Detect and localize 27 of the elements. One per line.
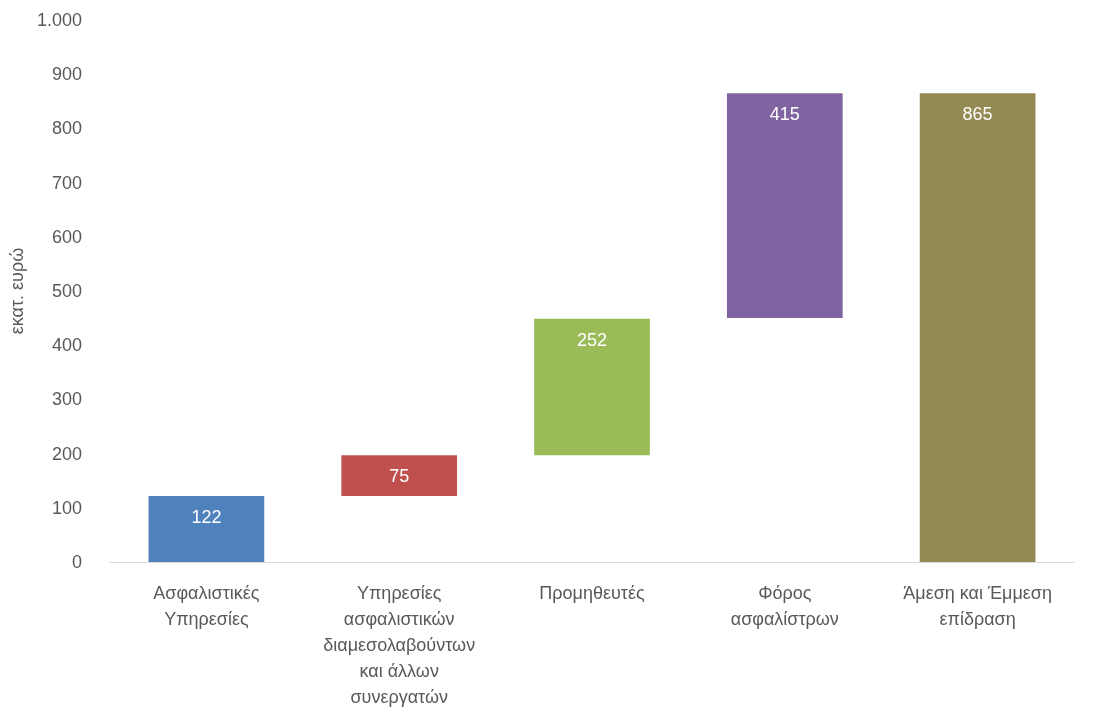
x-tick-label: Υπηρεσίες ασφαλιστικών διαμεσολαβούντων και άλλων συνεργατών xyxy=(323,583,476,707)
bar xyxy=(341,455,458,496)
y-tick-label: 500 xyxy=(51,281,82,301)
y-tick-label: 400 xyxy=(51,335,82,356)
x-tick-label: Φόρος ασφαλίστρων xyxy=(730,583,839,629)
y-tick-label: 1.000 xyxy=(36,10,82,30)
y-axis-title: εκατ. ευρώ xyxy=(7,247,28,335)
y-tick-label: 700 xyxy=(51,172,82,193)
data-label: 415 xyxy=(769,104,800,125)
bar xyxy=(919,93,1036,562)
bar xyxy=(534,318,650,456)
y-tick-label: 300 xyxy=(51,389,82,410)
y-tick-label: 900 xyxy=(51,64,82,85)
data-label: 252 xyxy=(576,329,608,350)
x-tick-label: Ασφαλιστικές Υπηρεσίες xyxy=(153,583,260,629)
data-label: 865 xyxy=(962,104,993,125)
data-label: 75 xyxy=(389,466,410,487)
x-tick-label: Άμεση και Έμμεση επίδραση xyxy=(903,583,1052,629)
y-tick-label: 600 xyxy=(51,226,82,247)
y-tick-label: 100 xyxy=(51,497,82,518)
bar xyxy=(726,93,843,319)
y-tick-label: 0 xyxy=(71,552,82,572)
data-label: 122 xyxy=(191,506,222,527)
y-tick-label: 800 xyxy=(51,118,82,139)
x-tick-label: Προμηθευτές xyxy=(539,583,645,603)
y-tick-label: 200 xyxy=(51,443,82,464)
bar xyxy=(148,495,265,562)
